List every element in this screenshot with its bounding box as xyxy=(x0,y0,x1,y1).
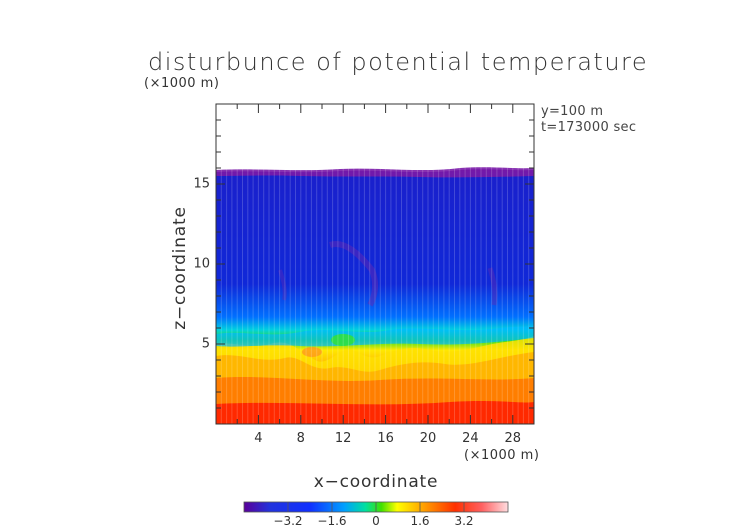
x-tick-label: 4 xyxy=(254,431,263,446)
y-tick-label: 5 xyxy=(201,336,210,352)
x-axis-label: x−coordinate xyxy=(313,472,439,492)
x-tick-label: 28 xyxy=(504,431,522,446)
x-tick-label: 12 xyxy=(334,431,352,446)
x-tick-label: 16 xyxy=(377,431,394,446)
y-axis-label: z−coordinate xyxy=(170,206,190,330)
colorbar-tick-label: 1.6 xyxy=(410,514,430,528)
chart-title: disturbunce of potential temperature xyxy=(148,48,649,76)
heatmap-field xyxy=(216,104,534,424)
annotation-time: t=173000 sec xyxy=(541,120,637,135)
colorbar-tick-label: 3.2 xyxy=(454,514,474,528)
annotation-y: y=100 m xyxy=(541,104,604,119)
colorbar-tick-label: −3.2 xyxy=(273,514,303,528)
colorbar xyxy=(243,501,509,513)
z-axis-units: (×1000 m) xyxy=(144,76,220,91)
x-tick-label: 24 xyxy=(462,431,479,446)
colorbar-tick-label: −1.6 xyxy=(317,514,347,528)
colorbar-tick-label: 0 xyxy=(372,514,380,528)
x-tick-label: 8 xyxy=(296,431,305,446)
y-tick-label: 10 xyxy=(193,256,210,272)
x-tick-label: 20 xyxy=(419,431,437,446)
x-axis-units: (×1000 m) xyxy=(464,448,540,463)
y-tick-label: 15 xyxy=(193,176,210,192)
